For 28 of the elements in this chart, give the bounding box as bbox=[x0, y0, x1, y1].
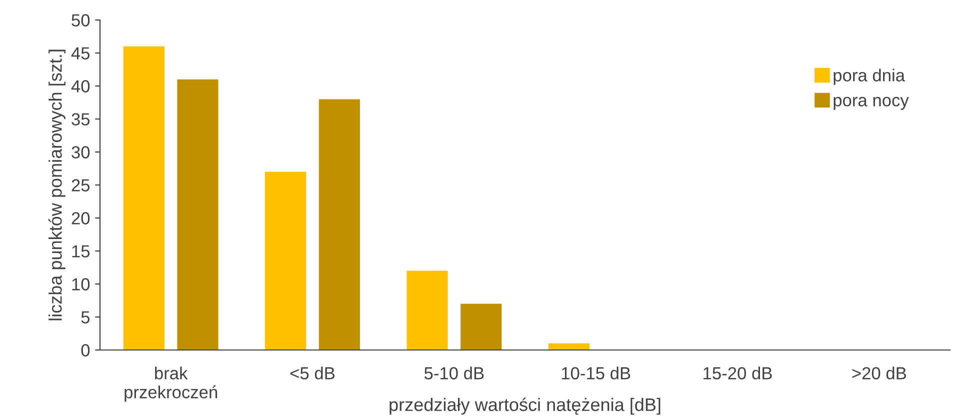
y-tick-label: 20 bbox=[72, 212, 90, 224]
bar bbox=[548, 343, 590, 350]
y-tick-label: 5 bbox=[81, 311, 90, 324]
bar bbox=[406, 270, 448, 350]
bar bbox=[318, 99, 360, 350]
x-tick-label: 15-20 dB bbox=[704, 366, 772, 380]
y-tick-label: 40 bbox=[71, 80, 90, 92]
x-tick-label: <5 dB bbox=[290, 366, 335, 380]
y-tick-label: 50 bbox=[72, 14, 90, 26]
bar bbox=[177, 79, 218, 350]
x-tick-label: >20 dB bbox=[852, 366, 906, 380]
x-axis-title: przedziały wartości natężenia [dB] bbox=[390, 398, 660, 415]
legend-label: pora dnia bbox=[834, 68, 906, 85]
y-tick-label: 35 bbox=[72, 113, 90, 126]
legend-label: pora nocy bbox=[834, 96, 909, 110]
y-tick-label: 15 bbox=[72, 245, 90, 258]
bar bbox=[265, 172, 306, 350]
x-tick-label: 5-10 dB bbox=[424, 366, 484, 380]
x-tick-label: brak przekroczeń bbox=[124, 366, 218, 402]
y-tick-label: 10 bbox=[72, 278, 90, 290]
y-tick-label: 0 bbox=[81, 344, 90, 356]
y-tick-label: 45 bbox=[71, 47, 90, 60]
y-axis-title: liczba punktów pomiarowych [szt.] bbox=[48, 50, 66, 320]
x-tick-label: 10-15 dB bbox=[562, 366, 630, 380]
y-tick-label: 25 bbox=[72, 179, 90, 192]
y-tick-label: 30 bbox=[72, 146, 90, 158]
bar bbox=[123, 46, 164, 350]
bar bbox=[460, 304, 502, 350]
